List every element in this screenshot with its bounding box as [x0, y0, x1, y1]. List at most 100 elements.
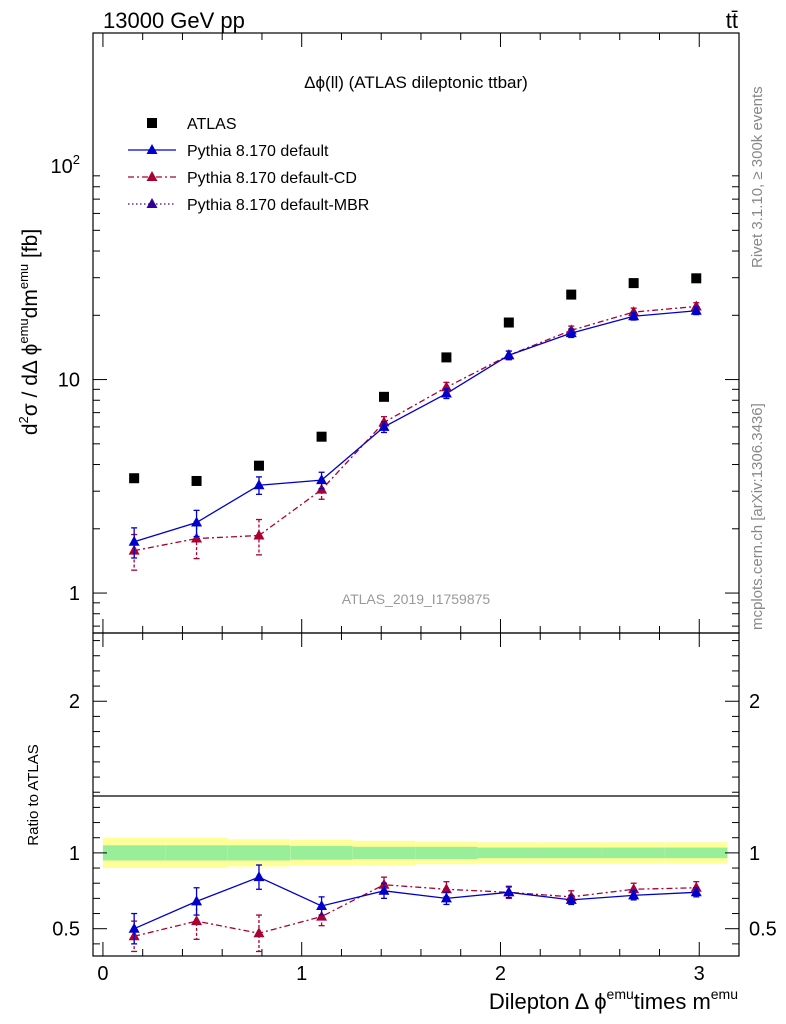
data-point [128, 535, 140, 546]
data-point [253, 529, 265, 540]
ratio-point [440, 892, 452, 903]
x-tick-label: 3 [694, 963, 705, 985]
y-tick-label: 1 [69, 583, 80, 605]
legend: ATLAS Pythia 8.170 default Pythia 8.170 … [128, 116, 369, 214]
data-point [316, 474, 328, 485]
atlas-data-point [441, 352, 452, 363]
series-atlas [129, 273, 702, 486]
ratio-tick-label: 0.5 [52, 919, 80, 941]
series-line [133, 310, 697, 543]
ratio-band-inner [665, 847, 728, 859]
ratio-tick-label-right: 2 [749, 691, 760, 713]
atlas-data-point [691, 273, 702, 284]
data-point [628, 310, 640, 321]
data-point [690, 304, 702, 315]
header-right: tt̄ [726, 8, 738, 33]
ratio-point [128, 922, 140, 933]
data-point [503, 349, 515, 360]
legend-entry-default: Pythia 8.170 default [128, 143, 329, 160]
ratio-uncertainty-bands [102, 837, 728, 869]
ratio-tick-label-right: 1 [749, 843, 760, 865]
x-label-times-m: times m [634, 989, 711, 1014]
axis-ticks [93, 33, 740, 956]
ratio-point [316, 899, 328, 910]
legend-entry-default-cd: Pythia 8.170 default-CD [128, 170, 357, 187]
ratio-band-inner [290, 846, 353, 860]
y-label-unit: [fb] [19, 229, 42, 264]
series-line [134, 305, 697, 552]
legend-marker-default-mbr [146, 198, 158, 208]
ratio-band-inner [102, 845, 166, 861]
x-tick-label: 2 [495, 963, 506, 985]
y-tick-exponent: 2 [73, 152, 80, 167]
ratio-tick-label: 1 [69, 843, 80, 865]
legend-entry-atlas: ATLAS [147, 116, 237, 133]
ratio-line [133, 884, 697, 937]
y-label-sup-emu1: emu [16, 318, 31, 343]
data-point [191, 532, 203, 543]
main-y-axis-label: d2σ / dΔ ϕemudmemu [fb] [16, 229, 42, 435]
ratio-point [690, 886, 702, 897]
ratio-band-inner [352, 846, 416, 859]
ratio-tick-label: 2 [69, 691, 80, 713]
ratio-band-inner [165, 845, 228, 861]
legend-label-default-cd: Pythia 8.170 default-CD [187, 170, 357, 187]
series-default [128, 304, 702, 945]
ratio-line [133, 876, 697, 930]
ratio-band-inner [227, 845, 291, 861]
x-tick-label: 1 [296, 963, 307, 985]
legend-marker-default [146, 144, 158, 154]
ratio-band-inner [540, 847, 603, 859]
ratio-plot-frame [92, 632, 740, 957]
plot-title: Δϕ(ll) (ATLAS dileptonic ttbar) [304, 73, 528, 92]
ratio-point [191, 915, 203, 926]
ratio-point [191, 895, 203, 906]
data-series [128, 273, 702, 953]
analysis-watermark: ATLAS_2019_I1759875 [342, 591, 491, 607]
x-tick-label: 0 [97, 963, 108, 985]
x-label-dphi: Δ ϕ [575, 989, 607, 1014]
legend-label-default-mbr: Pythia 8.170 default-MBR [187, 197, 369, 214]
axis-tick-labels: 0 1 2 3 1 10 102 0.5 0.5 1 1 2 2 [51, 152, 777, 985]
data-point [191, 516, 203, 527]
legend-marker-atlas [147, 118, 157, 128]
atlas-data-point [503, 317, 514, 328]
ratio-point [253, 927, 265, 938]
atlas-data-point [253, 460, 264, 471]
mcplots-label: mcplots.cern.ch [arXiv:1306.3436] [749, 403, 766, 630]
legend-label-default: Pythia 8.170 default [187, 143, 329, 160]
legend-marker-default-cd [146, 171, 158, 181]
ratio-band-inner [602, 847, 665, 859]
header-left: 13000 GeV pp [103, 8, 245, 33]
y-tick-label: 102 [51, 152, 80, 178]
y-label-sup2: 2 [16, 416, 31, 423]
x-label-sup-emu1: emu [607, 986, 634, 1002]
data-point [565, 327, 577, 338]
atlas-data-point [628, 278, 639, 289]
rivet-label: Rivet 3.1.10, ≥ 300k events [749, 86, 766, 268]
legend-label-atlas: ATLAS [187, 116, 237, 133]
ratio-point [565, 893, 577, 904]
ratio-band-inner [415, 846, 478, 859]
data-point [378, 420, 390, 431]
atlas-data-point [378, 391, 389, 402]
y-tick-label: 10 [58, 370, 80, 392]
ratio-y-axis-label: Ratio to ATLAS [25, 744, 42, 845]
ratio-tick-label-right: 0.5 [749, 919, 777, 941]
legend-entry-default-mbr: Pythia 8.170 default-MBR [128, 197, 369, 214]
ratio-point [253, 871, 265, 882]
data-point [440, 387, 452, 398]
ratio-point [628, 889, 640, 900]
ratio-band-inner [477, 847, 541, 859]
y-label-sup-emu2: emu [16, 264, 31, 289]
y-label-d: d [19, 423, 42, 435]
x-label-dilepton: Dilepton [489, 989, 570, 1014]
x-label-sup-emu2: emu [711, 986, 738, 1002]
atlas-data-point [129, 473, 140, 484]
atlas-data-point [316, 431, 327, 442]
ratio-point [378, 884, 390, 895]
data-point [253, 479, 265, 490]
y-label-dm: dm [19, 289, 42, 318]
y-label-sigma: σ / dΔ ϕ [19, 344, 42, 417]
